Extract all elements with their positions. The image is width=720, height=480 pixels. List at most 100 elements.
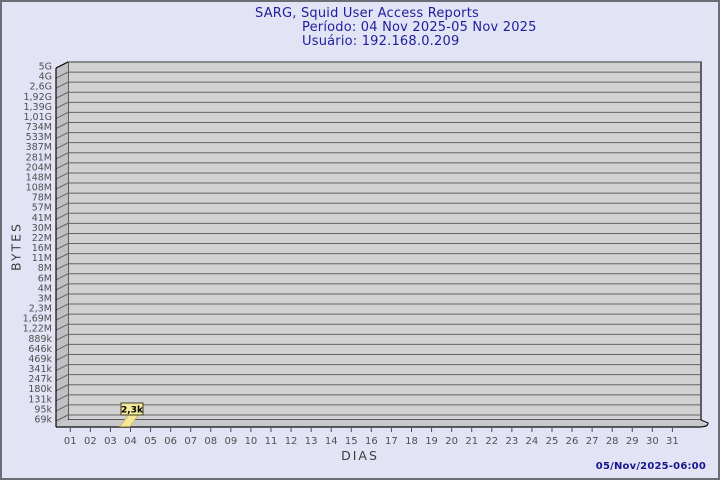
y-axis-title: BYTES bbox=[8, 222, 24, 271]
y-tick-label: 889k bbox=[28, 334, 52, 345]
y-tick-connector bbox=[55, 111, 69, 119]
y-tick-connector bbox=[55, 364, 69, 372]
y-tick-connector bbox=[55, 323, 69, 331]
x-tick-label: 02 bbox=[84, 436, 97, 447]
y-tick-connector bbox=[55, 293, 69, 301]
y-tick-connector bbox=[55, 354, 69, 361]
y-tick-connector bbox=[55, 182, 69, 190]
x-tick-label: 20 bbox=[445, 436, 458, 447]
y-tick-connector bbox=[55, 101, 69, 109]
y-tick-connector bbox=[55, 222, 69, 230]
y-tick-connector bbox=[55, 172, 69, 180]
x-tick-label: 11 bbox=[265, 436, 278, 447]
y-tick-connector bbox=[55, 152, 69, 160]
y-tick-label: 95k bbox=[34, 404, 52, 415]
y-tick-label: 1,22M bbox=[23, 324, 52, 335]
y-tick-label: 204M bbox=[26, 162, 52, 173]
y-tick-label: 41M bbox=[32, 213, 52, 224]
y-tick-label: 2,3M bbox=[29, 304, 52, 315]
x-tick-label: 06 bbox=[164, 436, 177, 447]
y-tick-label: 108M bbox=[26, 183, 52, 194]
y-tick-label: 4G bbox=[39, 72, 52, 83]
x-axis-title: DIAS bbox=[341, 448, 379, 463]
y-tick-connector bbox=[55, 192, 69, 200]
y-tick-label: 387M bbox=[26, 142, 52, 153]
y-tick-label: 57M bbox=[32, 203, 52, 214]
y-tick-connector bbox=[55, 303, 69, 311]
x-tick-label: 01 bbox=[64, 436, 77, 447]
y-tick-connector bbox=[55, 263, 69, 271]
y-tick-label: 6M bbox=[38, 273, 52, 284]
x-tick-label: 07 bbox=[184, 436, 197, 447]
x-tick-label: 19 bbox=[425, 436, 438, 447]
x-tick-label: 15 bbox=[345, 436, 358, 447]
bar-value-box bbox=[120, 402, 144, 416]
y-tick-label: 5G bbox=[39, 62, 52, 73]
x-tick-label: 09 bbox=[224, 436, 237, 447]
y-tick-label: 16M bbox=[32, 243, 52, 254]
y-tick-label: 469k bbox=[28, 354, 52, 365]
x-tick-label: 18 bbox=[405, 436, 418, 447]
x-tick-label: 14 bbox=[325, 436, 338, 447]
y-tick-connector bbox=[55, 122, 69, 129]
y-tick-label: 247k bbox=[28, 374, 52, 385]
plot-floor bbox=[56, 420, 708, 427]
y-tick-connector bbox=[55, 253, 69, 261]
y-tick-label: 1,69M bbox=[23, 314, 52, 325]
y-tick-connector bbox=[55, 374, 69, 382]
y-tick-label: 1,92G bbox=[23, 92, 52, 103]
x-tick-label: 23 bbox=[505, 436, 518, 447]
y-tick-connector bbox=[55, 243, 69, 250]
x-tick-label: 13 bbox=[305, 436, 318, 447]
y-tick-label: 1,01G bbox=[23, 112, 52, 123]
x-tick-label: 26 bbox=[566, 436, 579, 447]
y-tick-label: 533M bbox=[26, 132, 52, 143]
y-tick-label: 148M bbox=[26, 172, 52, 183]
y-tick-connector bbox=[55, 91, 69, 99]
x-tick-label: 25 bbox=[546, 436, 559, 447]
y-tick-connector bbox=[55, 414, 69, 422]
generation-timestamp: 05/Nov/2025-06:00 bbox=[595, 461, 706, 472]
y-tick-label: 69k bbox=[34, 415, 52, 426]
y-tick-label: 341k bbox=[28, 364, 52, 375]
y-tick-label: 22M bbox=[32, 233, 52, 244]
x-tick-label: 10 bbox=[245, 436, 258, 447]
x-tick-label: 27 bbox=[586, 436, 599, 447]
y-tick-label: 1,39G bbox=[23, 102, 52, 113]
y-tick-label: 30M bbox=[32, 223, 52, 234]
y-tick-connector bbox=[55, 132, 69, 140]
y-tick-connector bbox=[55, 273, 69, 281]
x-tick-label: 31 bbox=[666, 436, 679, 447]
y-tick-connector bbox=[55, 142, 69, 150]
chart-period: Período: 04 Nov 2025-05 Nov 2025 bbox=[302, 20, 537, 35]
x-tick-label: 22 bbox=[485, 436, 498, 447]
y-tick-connector bbox=[55, 343, 69, 351]
y-tick-connector bbox=[55, 162, 69, 170]
y-tick-label: 4M bbox=[38, 283, 52, 294]
y-tick-connector bbox=[55, 333, 69, 341]
y-tick-connector bbox=[55, 202, 69, 210]
y-tick-label: 78M bbox=[32, 193, 52, 204]
x-tick-label: 05 bbox=[144, 436, 157, 447]
y-tick-label: 3M bbox=[38, 293, 52, 304]
x-tick-label: 12 bbox=[285, 436, 298, 447]
y-tick-connector bbox=[55, 233, 69, 240]
chart-title: SARG, Squid User Access Reports bbox=[255, 6, 479, 21]
y-tick-connector bbox=[55, 283, 69, 291]
y-tick-connector bbox=[55, 384, 69, 392]
y-tick-connector bbox=[55, 404, 69, 412]
y-tick-connector bbox=[55, 394, 69, 402]
x-tick-label: 24 bbox=[526, 436, 539, 447]
x-tick-label: 29 bbox=[626, 436, 639, 447]
bar-value-label: 2,3k bbox=[121, 406, 144, 416]
x-tick-label: 16 bbox=[365, 436, 378, 447]
chart-user: Usuário: 192.168.0.209 bbox=[302, 34, 460, 49]
y-tick-label: 131k bbox=[28, 394, 52, 405]
y-tick-label: 2,6G bbox=[30, 82, 52, 93]
x-tick-label: 04 bbox=[124, 436, 137, 447]
y-tick-label: 281M bbox=[26, 152, 52, 163]
y-tick-label: 180k bbox=[28, 384, 52, 395]
y-tick-label: 734M bbox=[26, 122, 52, 133]
